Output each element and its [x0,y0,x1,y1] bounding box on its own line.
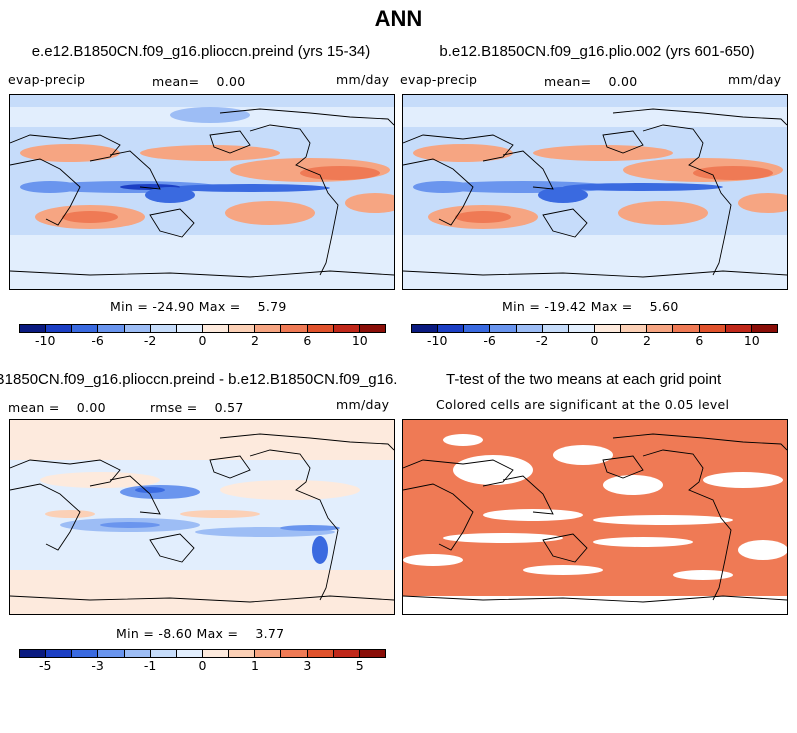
panel-2-stats: Min = -19.42 Max = 5.60 [502,299,679,314]
colorbar-swatch [359,325,385,332]
colorbar-swatch [438,325,465,332]
colorbar-tick-label: 6 [303,333,312,348]
panel-3-mean-label: mean = 0.00 [8,400,106,415]
colorbar-swatch [281,325,308,332]
colorbar-swatch [542,325,569,332]
colorbar-tick-label: -2 [535,333,549,348]
panel-2-units-label: mm/day [728,72,782,87]
colorbar-swatch [699,325,726,332]
panel-3-map [9,419,395,615]
colorbar-swatch [568,325,595,332]
colorbar-tick-label: 6 [695,333,704,348]
panel-4-subtitle: Colored cells are significant at the 0.0… [436,397,730,412]
colorbar-swatch [333,325,360,332]
colorbar-tick-label: 2 [250,333,259,348]
colorbar-swatch [176,650,203,657]
colorbar-tick-label: 0 [198,658,207,673]
colorbar-swatch [673,325,700,332]
colorbar-swatch [516,325,543,332]
panel-2-colorbar [411,324,778,333]
colorbar-swatch [594,325,622,332]
colorbar-swatch [150,650,177,657]
panel-1-variable-label: evap-precip [8,72,86,87]
panel-1-mean-label: mean= 0.00 [152,74,246,89]
colorbar-swatch [229,650,256,657]
colorbar-tick-label: 5 [355,658,364,673]
colorbar-tick-label: 10 [743,333,760,348]
panel-3-title-clip: e.e12.B1850CN.f09_g16.plioccn.preind - b… [0,369,398,389]
panel-4-title: T-test of the two means at each grid poi… [446,371,722,388]
panel-3-map-svg [10,420,394,614]
colorbar-tick-label: 0 [590,333,599,348]
colorbar-swatch [72,325,99,332]
panel-1-map-svg [10,95,394,289]
colorbar-tick-label: -10 [34,333,56,348]
colorbar-swatch [150,325,177,332]
colorbar-swatch [46,325,73,332]
colorbar-swatch [46,650,73,657]
colorbar-swatch [20,650,47,657]
colorbar-tick-label: 0 [198,333,207,348]
panel-1-title: e.e12.B1850CN.f09_g16.plioccn.preind (yr… [31,43,371,60]
colorbar-swatch [202,325,230,332]
colorbar-swatch [333,650,360,657]
panel-2-map-svg [403,95,787,289]
colorbar-swatch [490,325,517,332]
colorbar-swatch [202,650,230,657]
panel-3-title: e.e12.B1850CN.f09_g16.plioccn.preind - b… [0,371,398,388]
colorbar-swatch [255,650,282,657]
colorbar-swatch [647,325,674,332]
panel-3-rmse-label: rmse = 0.57 [150,400,244,415]
colorbar-tick-label: 2 [642,333,651,348]
colorbar-swatch [124,325,151,332]
panel-1-colorbar [19,324,386,333]
panel-3-colorbar [19,649,386,658]
colorbar-tick-label: -6 [91,333,104,348]
colorbar-swatch [751,325,777,332]
colorbar-tick-label: -1 [143,658,157,673]
colorbar-tick-label: -2 [143,333,157,348]
colorbar-tick-label: 3 [303,658,312,673]
colorbar-swatch [72,650,99,657]
colorbar-tick-label: 1 [250,658,259,673]
panel-2-map [402,94,788,290]
page-title: ANN [374,6,423,31]
colorbar-swatch [307,650,334,657]
panel-1-stats: Min = -24.90 Max = 5.79 [110,299,287,314]
panel-1-colorbar-ticks: -10 -6 -2 0 2 6 10 [19,333,386,349]
colorbar-swatch [464,325,491,332]
colorbar-swatch [725,325,752,332]
panel-3-colorbar-ticks: -5 -3 -1 0 1 3 5 [19,658,386,674]
panel-2-title: b.e12.B1850CN.f09_g16.plio.002 (yrs 601-… [439,43,755,60]
panel-1-units-label: mm/day [336,72,390,87]
panel-3-stats: Min = -8.60 Max = 3.77 [116,626,285,641]
colorbar-tick-label: -6 [483,333,496,348]
colorbar-swatch [176,325,203,332]
panel-1-map [9,94,395,290]
colorbar-swatch [124,650,151,657]
colorbar-swatch [20,325,47,332]
panel-4-map-svg [403,420,787,614]
colorbar-swatch [307,325,334,332]
colorbar-swatch [229,325,256,332]
panel-2-variable-label: evap-precip [400,72,478,87]
colorbar-tick-label: -3 [91,658,104,673]
colorbar-swatch [412,325,439,332]
panel-2-colorbar-ticks: -10 -6 -2 0 2 6 10 [411,333,778,349]
panel-4-map [402,419,788,615]
colorbar-swatch [621,325,648,332]
colorbar-swatch [255,325,282,332]
panel-3-units-label: mm/day [336,397,390,412]
panel-2-mean-label: mean= 0.00 [544,74,638,89]
colorbar-swatch [98,650,125,657]
colorbar-swatch [98,325,125,332]
colorbar-tick-label: -5 [38,658,52,673]
colorbar-swatch [281,650,308,657]
colorbar-tick-label: 10 [351,333,368,348]
colorbar-tick-label: -10 [426,333,448,348]
colorbar-swatch [359,650,385,657]
